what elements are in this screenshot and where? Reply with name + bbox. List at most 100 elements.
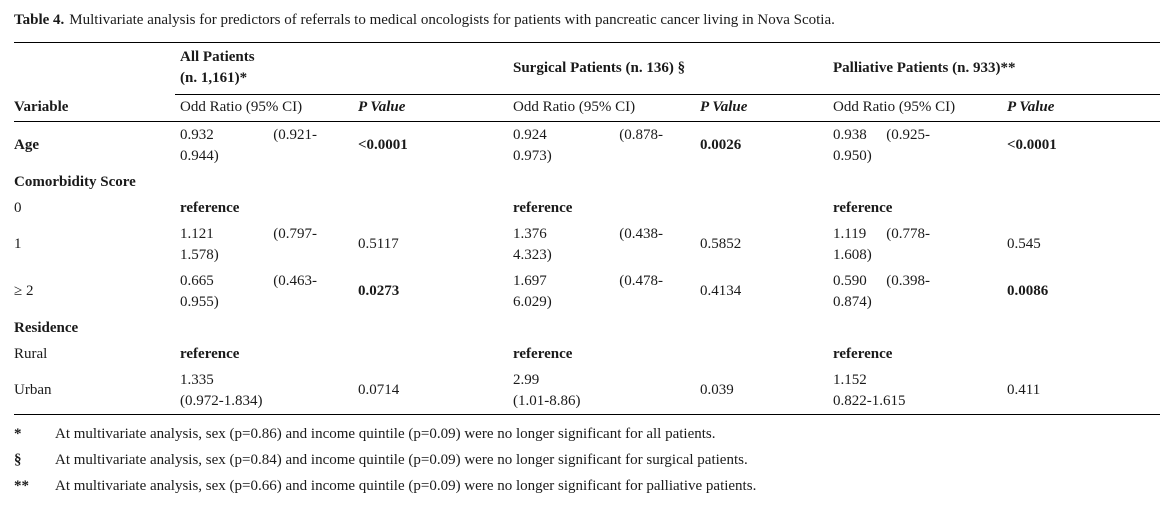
p-value-cell-all: <0.0001 — [358, 137, 408, 153]
or-value: 2.99 — [513, 371, 540, 388]
reference-cell-palliative: reference — [833, 199, 893, 216]
reference-cell-all: reference — [180, 199, 240, 216]
group-surgical-patients: Surgical Patients (n. 136) § — [513, 59, 686, 76]
reference-cell-surgical: reference — [513, 199, 573, 216]
or-value: 0.665 — [180, 272, 214, 289]
table-row-score2plus: ≥ 2 0.665 (0.463- 0.955) 0.0273 1.697 (0.4… — [14, 268, 1160, 315]
col-header-p-palliative: P Value — [1007, 99, 1055, 115]
ci-part2: 0.955) — [180, 293, 219, 310]
row-label: Urban — [14, 382, 52, 398]
footnote-surgical-patients: § At multivariate analysis, sex (p=0.84)… — [14, 447, 1160, 473]
footnote-text: At multivariate analysis, sex (p=0.84) a… — [55, 451, 748, 468]
section-row-comorbidity: Comorbidity Score — [14, 169, 1160, 195]
reference-cell-palliative: reference — [833, 345, 893, 362]
p-value-cell-surgical: 0.039 — [700, 382, 734, 398]
reference-cell-surgical: reference — [513, 345, 573, 362]
reference-cell-all: reference — [180, 345, 240, 362]
footnotes: * At multivariate analysis, sex (p=0.86)… — [14, 421, 1160, 499]
table-caption-label: Table 4. — [14, 12, 65, 28]
footnote-all-patients: * At multivariate analysis, sex (p=0.86)… — [14, 421, 1160, 447]
row-label: ≥ 2 — [14, 283, 34, 299]
p-value-cell-palliative: 0.0086 — [1007, 283, 1049, 299]
footnote-palliative-patients: ** At multivariate analysis, sex (p=0.66… — [14, 473, 1160, 499]
table-row-score0: 0 reference reference reference — [14, 195, 1160, 221]
group-header-spacer — [14, 43, 175, 95]
row-label: 1 — [14, 236, 22, 252]
footnote-symbol: § — [14, 451, 22, 468]
ci-part2: 0.822-1.615 — [833, 392, 906, 409]
ci-part2: (0.972-1.834) — [180, 392, 263, 409]
ci-part1: (0.797- — [273, 225, 317, 242]
or-cell-palliative: 0.938 (0.925- 0.950) — [828, 125, 1002, 167]
row-label: Rural — [14, 345, 48, 362]
or-value: 1.119 — [833, 225, 867, 242]
ci-part2: 0.944) — [180, 147, 219, 164]
p-value-cell-surgical: 0.4134 — [700, 283, 742, 299]
ci-part1: (0.463- — [273, 272, 317, 289]
col-header-variable: Variable — [14, 99, 69, 115]
p-value-cell-all — [353, 344, 508, 365]
p-value-cell-all: 0.0714 — [358, 382, 400, 398]
col-header-or-palliative: Odd Ratio (95% CI) — [833, 99, 956, 115]
table-caption-text: Multivariate analysis for predictors of … — [69, 12, 835, 28]
ci-part1: (0.778- — [886, 225, 930, 242]
p-value-cell-surgical: 0.5852 — [700, 236, 742, 252]
footnote-text: At multivariate analysis, sex (p=0.66) a… — [55, 477, 757, 494]
footnote-symbol: ** — [14, 477, 29, 494]
table-row-urban: Urban 1.335 (0.972-1.834) 0.0714 2.99 (1… — [14, 367, 1160, 414]
or-value: 1.335 — [180, 371, 214, 388]
group-all-patients: All Patients (n. 1,161)* — [175, 47, 508, 89]
or-value: 0.924 — [513, 126, 547, 143]
section-label: Residence — [14, 319, 79, 336]
ci-part2: 4.323) — [513, 246, 552, 263]
col-header-or-all: Odd Ratio (95% CI) — [180, 99, 303, 115]
p-value-cell-all — [353, 198, 508, 219]
p-value-cell-palliative: <0.0001 — [1007, 137, 1057, 153]
p-value-cell-all: 0.0273 — [358, 283, 400, 299]
row-label: Age — [14, 137, 39, 153]
or-cell-all: 0.932 (0.921- 0.944) — [175, 125, 353, 167]
ci-part1: (0.878- — [619, 126, 663, 143]
or-value: 0.590 — [833, 272, 867, 289]
or-cell-palliative: 1.152 0.822-1.615 — [828, 370, 1002, 412]
p-value-cell-surgical — [695, 344, 828, 365]
group-palliative-patients: Palliative Patients (n. 933)** — [833, 59, 1016, 76]
p-value-cell-palliative: 0.411 — [1007, 382, 1041, 398]
ci-part2: 1.578) — [180, 246, 219, 263]
or-cell-all: 1.121 (0.797- 1.578) — [175, 224, 353, 266]
ci-part2: 1.608) — [833, 246, 872, 263]
ci-part2: 0.950) — [833, 147, 872, 164]
footnote-text: At multivariate analysis, sex (p=0.86) a… — [55, 425, 716, 442]
table-row-age: Age 0.932 (0.921- 0.944) <0.0001 0.924 (0.… — [14, 122, 1160, 169]
p-value-cell-palliative — [1002, 198, 1160, 219]
ci-part1: (0.398- — [886, 272, 930, 289]
group-all-patients-line2: (n. 1,161)* — [180, 70, 248, 86]
group-header-row: All Patients (n. 1,161)* Surgical Patien… — [14, 43, 1160, 95]
row-label: 0 — [14, 199, 22, 216]
or-cell-palliative: 0.590 (0.398- 0.874) — [828, 271, 1002, 313]
table-row-rural: Rural reference reference reference — [14, 341, 1160, 367]
section-row-residence: Residence — [14, 315, 1160, 341]
or-cell-all: 1.335 (0.972-1.834) — [175, 370, 353, 412]
or-cell-surgical: 2.99 (1.01-8.86) — [508, 370, 695, 412]
or-value: 1.376 — [513, 225, 547, 242]
p-value-cell-palliative: 0.545 — [1007, 236, 1041, 252]
ci-part1: (0.438- — [619, 225, 663, 242]
ci-part2: (1.01-8.86) — [513, 392, 581, 409]
section-label: Comorbidity Score — [14, 173, 136, 190]
ci-part2: 0.874) — [833, 293, 872, 310]
p-value-cell-surgical: 0.0026 — [700, 137, 742, 153]
col-header-or-surgical: Odd Ratio (95% CI) — [513, 99, 636, 115]
footnote-symbol: * — [14, 425, 22, 442]
ci-part2: 0.973) — [513, 147, 552, 164]
p-value-cell-surgical — [695, 198, 828, 219]
table-row-score1: 1 1.121 (0.797- 1.578) 0.5117 1.376 (0.438… — [14, 221, 1160, 268]
p-value-cell-all: 0.5117 — [358, 236, 399, 252]
or-value: 0.932 — [180, 126, 214, 143]
col-header-p-all: P Value — [358, 99, 406, 115]
or-value: 1.152 — [833, 371, 867, 388]
or-cell-surgical: 0.924 (0.878- 0.973) — [508, 125, 695, 167]
or-value: 0.938 — [833, 126, 867, 143]
ci-part1: (0.925- — [886, 126, 930, 143]
